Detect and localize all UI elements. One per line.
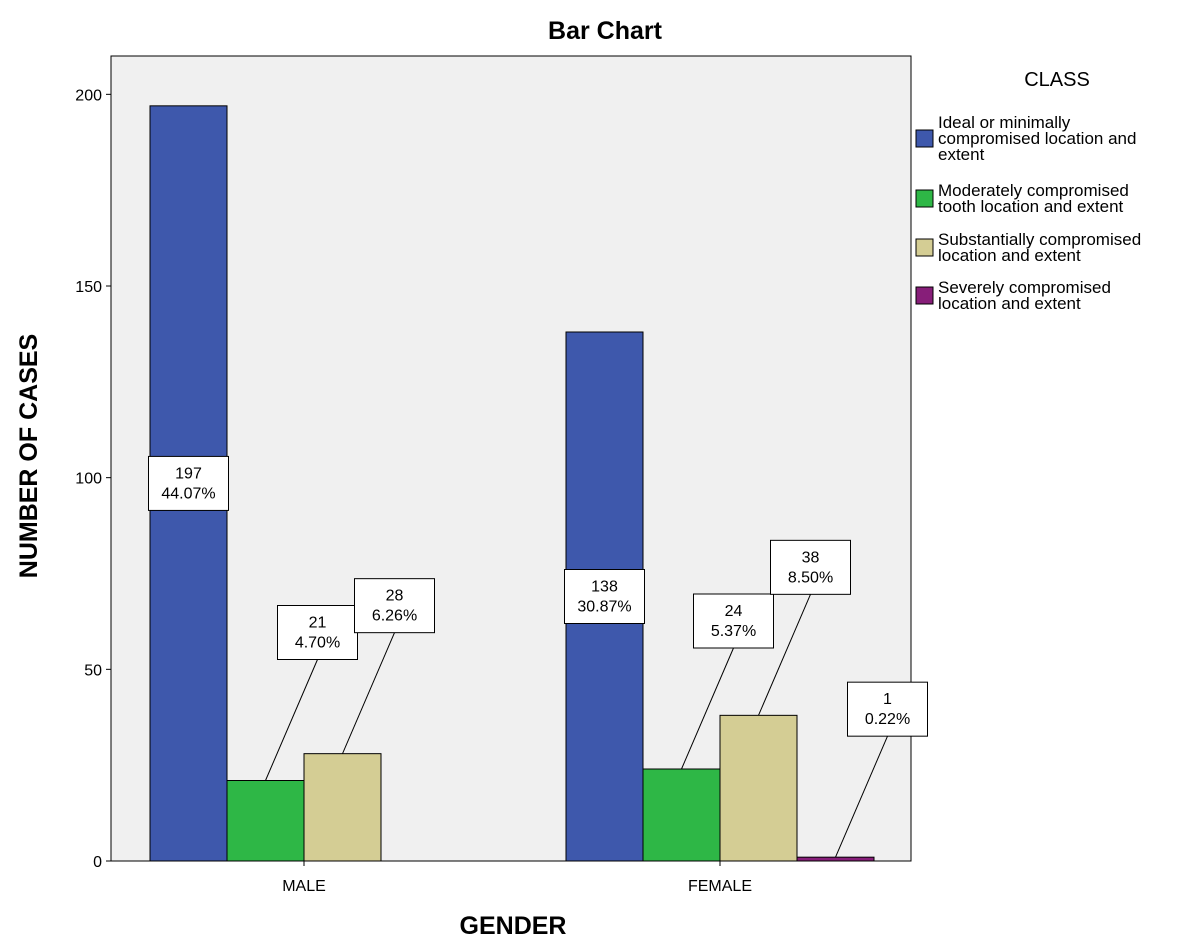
data-label-value: 138 xyxy=(591,579,618,596)
data-label-value: 21 xyxy=(309,615,327,632)
y-tick-label: 200 xyxy=(75,87,102,104)
data-label-percent: 8.50% xyxy=(788,569,833,586)
bar xyxy=(719,714,798,862)
data-label-value: 197 xyxy=(175,465,202,482)
data-label-value: 24 xyxy=(725,603,743,620)
legend-swatch xyxy=(915,129,934,148)
legend-label: location and extent xyxy=(938,294,1081,313)
legend-label: Substantially compromised xyxy=(938,230,1141,249)
bar xyxy=(796,856,875,862)
y-tick-label: 150 xyxy=(75,279,102,296)
y-tick-label: 0 xyxy=(93,854,102,871)
bar xyxy=(642,768,721,862)
data-label-box xyxy=(847,681,928,737)
bar xyxy=(303,753,382,862)
legend-label: extent xyxy=(938,145,985,164)
legend-label: location and extent xyxy=(938,246,1081,265)
y-tick-label: 100 xyxy=(75,471,102,488)
data-label-leader xyxy=(758,594,811,716)
data-label-box xyxy=(354,578,435,634)
data-label-percent: 44.07% xyxy=(161,485,215,502)
legend-swatch xyxy=(915,189,934,208)
x-axis: MALE FEMALE xyxy=(282,861,752,895)
data-label-box xyxy=(693,593,774,649)
data-label-percent: 6.26% xyxy=(372,608,417,625)
data-label-box xyxy=(148,455,229,511)
data-label-box xyxy=(564,569,645,624)
y-tick-label: 50 xyxy=(84,662,102,679)
data-label-leader xyxy=(342,632,395,754)
data-label-leader xyxy=(265,659,318,781)
legend-title: CLASS xyxy=(1024,69,1090,91)
data-label-percent: 30.87% xyxy=(577,599,631,616)
data-label-value: 28 xyxy=(386,588,404,605)
y-axis: 0 50 100 150 200 xyxy=(75,87,111,871)
data-label-box xyxy=(770,539,851,595)
chart-title: Bar Chart xyxy=(548,17,663,45)
x-tick-label: FEMALE xyxy=(688,878,752,895)
data-label-percent: 4.70% xyxy=(295,635,340,652)
legend-label: Ideal or minimally xyxy=(938,113,1071,132)
data-label-percent: 0.22% xyxy=(865,711,910,728)
data-label-value: 1 xyxy=(883,691,892,708)
data-label-leader xyxy=(681,647,734,770)
x-tick-label: MALE xyxy=(282,878,326,895)
data-label-percent: 5.37% xyxy=(711,623,756,640)
data-label-value: 38 xyxy=(802,549,820,566)
data-label-leader xyxy=(835,735,888,858)
legend-label: Severely compromised xyxy=(938,278,1111,297)
data-labels: 197 44.07% 138 30.87% 21 4.70% 24 5.37% 28 6.26% 3… xyxy=(148,455,928,858)
x-axis-title: GENDER xyxy=(460,912,567,940)
legend-label: Moderately compromised xyxy=(938,181,1129,200)
y-axis-title: NUMBER OF CASES xyxy=(15,334,43,578)
legend-swatch xyxy=(915,238,934,257)
data-label-box xyxy=(277,605,358,660)
legend-swatch xyxy=(915,286,934,305)
legend-label: tooth location and extent xyxy=(938,197,1124,216)
legend-label: compromised location and xyxy=(938,129,1136,148)
bar xyxy=(226,780,305,862)
